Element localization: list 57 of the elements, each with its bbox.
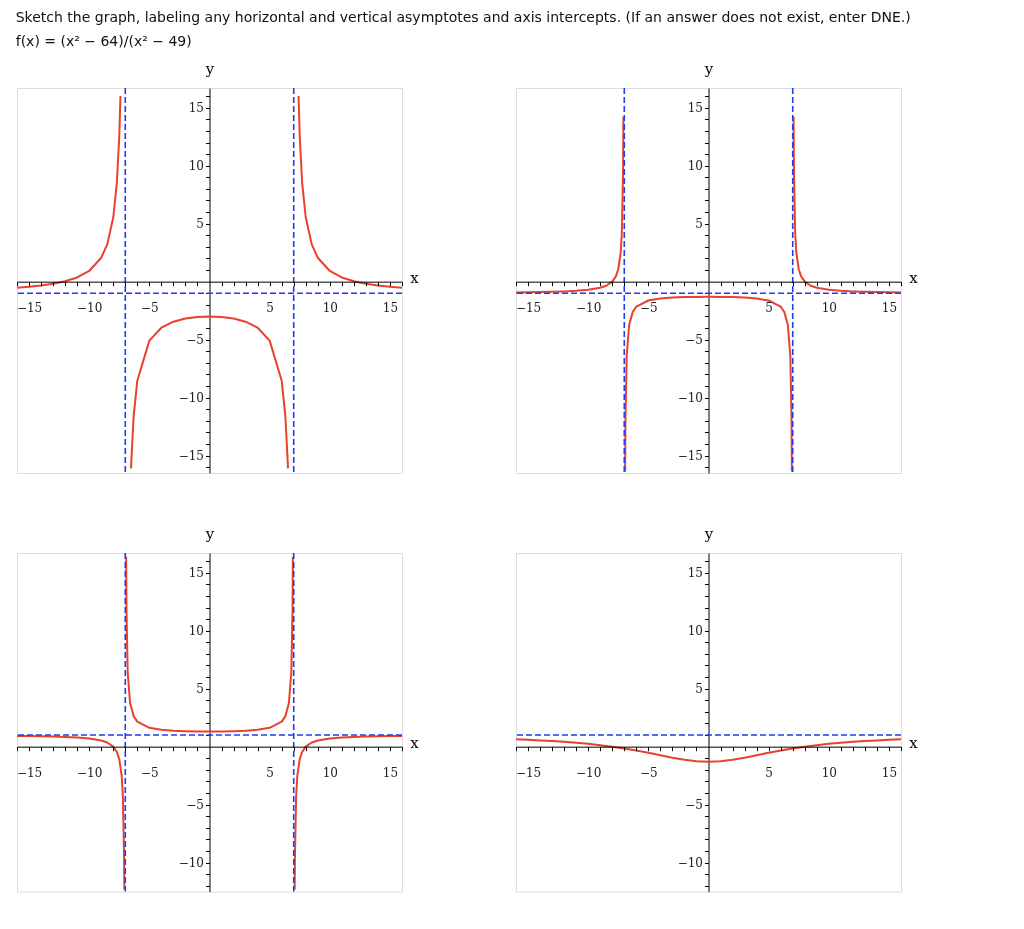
x-tick-label: 10 — [322, 766, 338, 781]
x-tick-label: 10 — [322, 301, 338, 316]
y-tick-label: −5 — [186, 798, 204, 813]
x-axis-title: x — [410, 734, 420, 753]
y-tick-label: −10 — [677, 856, 703, 871]
x-tick-label: 5 — [266, 766, 274, 781]
line-series — [516, 738, 901, 763]
y-tick-label: 5 — [695, 217, 703, 232]
y-axis-title: y — [703, 59, 714, 78]
x-tick-label: −15 — [16, 766, 43, 781]
y-axis-title: y — [204, 524, 215, 543]
x-tick-label: −15 — [16, 301, 43, 316]
y-tick-label: −5 — [186, 333, 204, 348]
x-tick-label: 15 — [881, 301, 898, 316]
y-tick-label: 10 — [687, 624, 703, 639]
y-tick-label: 10 — [188, 159, 204, 174]
y-axis-title: y — [204, 59, 215, 78]
x-tick-label: 5 — [266, 301, 274, 316]
y-tick-label: 10 — [687, 159, 703, 174]
x-tick-label: −10 — [77, 301, 103, 316]
text: Sketch the graph, labeling any horizontal and vertical asymptotes and axis intercepts. (If an answer does not exist, enter DNE.) — [15, 8, 911, 25]
x-tick-label: −5 — [140, 766, 159, 781]
x-tick-label: −5 — [639, 766, 658, 781]
x-tick-label: −10 — [576, 766, 602, 781]
x-axis-title: x — [410, 269, 420, 288]
y-tick-label: −15 — [178, 449, 204, 464]
y-tick-label: 10 — [188, 624, 204, 639]
x-tick-label: 15 — [382, 766, 399, 781]
y-tick-label: −15 — [677, 449, 703, 464]
x-tick-label: 15 — [881, 766, 898, 781]
y-tick-label: −5 — [685, 798, 703, 813]
y-tick-label: 5 — [196, 217, 204, 232]
x-tick-label: −10 — [576, 301, 602, 316]
y-tick-label: 5 — [695, 682, 703, 697]
x-tick-label: 10 — [821, 301, 837, 316]
x-tick-label: 5 — [765, 301, 773, 316]
y-axis-title: y — [703, 524, 714, 543]
x-tick-label: −5 — [140, 301, 159, 316]
x-tick-label: 10 — [821, 766, 837, 781]
y-tick-label: −10 — [178, 391, 204, 406]
x-tick-label: −5 — [639, 301, 658, 316]
x-tick-label: 5 — [765, 766, 773, 781]
x-tick-label: −10 — [77, 766, 103, 781]
y-tick-label: 15 — [188, 566, 204, 581]
x-tick-label: −15 — [515, 301, 542, 316]
y-tick-label: −5 — [685, 333, 703, 348]
y-tick-label: 15 — [188, 101, 204, 116]
y-tick-label: 15 — [687, 101, 703, 116]
y-tick-label: −10 — [178, 856, 204, 871]
y-tick-label: 5 — [196, 682, 204, 697]
chart-subtitle: f(x) = (x² − 64)/(x² − 49) — [15, 32, 192, 49]
y-tick-label: 15 — [687, 566, 703, 581]
x-axis-title: x — [909, 269, 919, 288]
y-tick-label: −10 — [677, 391, 703, 406]
x-tick-label: 15 — [382, 301, 399, 316]
x-axis-title: x — [909, 734, 919, 753]
x-tick-label: −15 — [515, 766, 542, 781]
